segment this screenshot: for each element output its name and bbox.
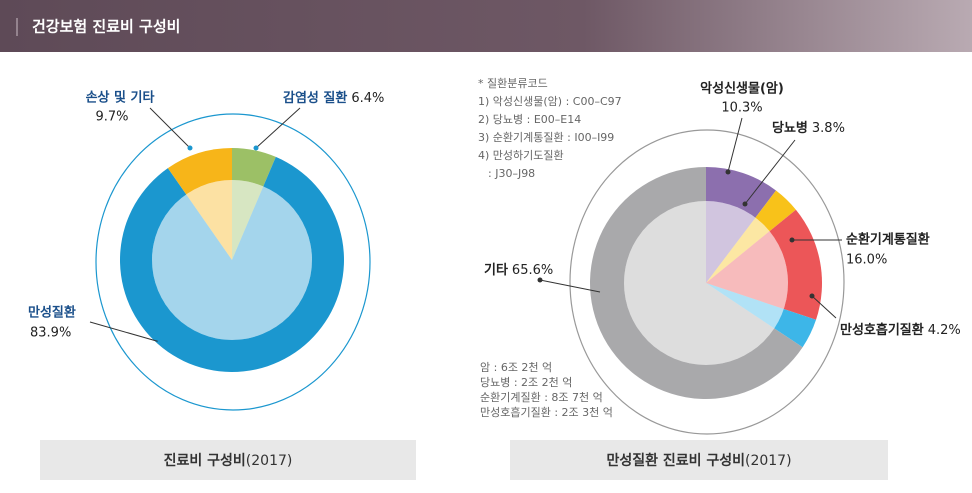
inner-bg	[152, 180, 312, 340]
label: 만성호흡기질환	[840, 322, 924, 338]
note: 만성호흡기질환 : 2조 3천 억	[480, 405, 613, 419]
caption: 진료비 구성비(2017)	[164, 452, 293, 469]
label: 당뇨병	[772, 120, 808, 136]
note: 3) 순환기계통질환 : I00–I99	[478, 131, 614, 144]
inner-sector	[186, 180, 232, 260]
value-label: 3.8%	[812, 121, 845, 136]
chart-2	[569, 129, 845, 435]
header-bar	[0, 0, 972, 52]
value-label: 83.9%	[30, 326, 71, 341]
leader	[744, 139, 796, 205]
caption-year: (2017)	[745, 453, 792, 469]
label-group: 만성호흡기질환 4.2%	[840, 322, 961, 338]
inner-bg	[624, 201, 788, 365]
label: 기타	[484, 262, 508, 278]
inner-sector	[706, 283, 784, 329]
leader-dot	[809, 293, 815, 299]
note: 1) 악성신생물(암) : C00–C97	[478, 95, 622, 108]
label-group: 기타 65.6%	[484, 262, 553, 278]
chart-1	[95, 113, 371, 411]
leader-dot	[725, 169, 731, 175]
leader	[255, 107, 301, 149]
inner-sector	[706, 217, 770, 283]
header-title: 건강보험 진료비 구성비	[32, 18, 180, 36]
leader	[89, 321, 161, 343]
note: 순환기계질환 : 8조 7천 억	[480, 390, 603, 404]
leader-dot	[537, 277, 543, 283]
label: 만성질환	[28, 305, 76, 321]
note: 2) 당뇨병 : E00–E14	[478, 113, 581, 126]
leader-dot	[187, 145, 193, 151]
note: 4) 만성하기도질환	[478, 148, 564, 162]
note: 암 : 6조 2천 억	[480, 360, 552, 374]
inner-sector	[232, 180, 264, 260]
inner-sector	[706, 231, 788, 309]
label: 악성신생물(암)	[700, 81, 784, 97]
outline	[569, 129, 845, 435]
value-label: 10.3%	[721, 101, 762, 116]
caption-bar	[510, 440, 888, 480]
label-group: 당뇨병 3.8%	[772, 120, 845, 136]
inner-sector	[152, 186, 312, 340]
value-label: 16.0%	[846, 253, 887, 268]
caption-title: 진료비 구성비	[164, 452, 246, 469]
inner-sector	[706, 201, 756, 283]
note: : J30–J98	[488, 167, 535, 180]
leader	[727, 117, 743, 173]
caption: 만성질환 진료비 구성비(2017)	[606, 452, 791, 469]
leader	[539, 279, 601, 293]
label: 감염성 질환	[283, 90, 347, 106]
leader	[149, 107, 191, 149]
label: 순환기계통질환	[846, 232, 930, 248]
leader-dot	[253, 145, 259, 151]
leader-dot	[742, 201, 748, 207]
caption-bar	[40, 440, 416, 480]
value-label: 4.2%	[928, 323, 961, 338]
outline	[95, 113, 371, 411]
label-group: 감염성 질환 6.4%	[283, 90, 384, 106]
leader	[811, 295, 837, 319]
note: 당뇨병 : 2조 2천 억	[480, 375, 572, 389]
value-label: 6.4%	[351, 91, 384, 106]
value-label: 65.6%	[512, 263, 553, 278]
value-label: 9.7%	[95, 110, 128, 125]
label: 손상 및 기타	[86, 90, 155, 106]
note: * 질환분류코드	[478, 77, 548, 90]
leader-dot	[789, 237, 795, 243]
caption-title: 만성질환 진료비 구성비	[606, 452, 745, 469]
inner-sector	[624, 201, 775, 365]
caption-year: (2017)	[246, 453, 293, 469]
leader-dot	[157, 339, 163, 345]
